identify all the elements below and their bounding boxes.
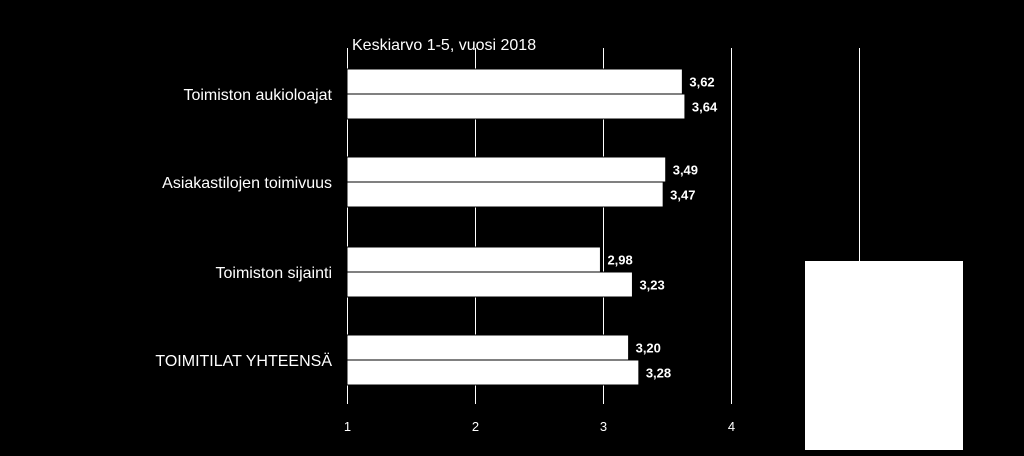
legend [805, 48, 963, 450]
data-label: 3,49 [673, 163, 698, 178]
bar [346, 68, 683, 95]
x-tick-label: 3 [600, 419, 607, 434]
bar [346, 359, 640, 386]
x-tick-label: 1 [344, 419, 351, 434]
legend-box [805, 261, 963, 450]
x-tick-label: 4 [728, 419, 735, 434]
bar [346, 271, 633, 298]
bar [346, 334, 630, 361]
data-label: 2,98 [607, 253, 632, 268]
bar [346, 93, 686, 120]
bars [346, 68, 686, 386]
category-label: TOIMITILAT YHTEENSÄ [155, 352, 332, 370]
category-label: Toimiston aukioloajat [183, 87, 332, 104]
labels: 1 2 3 4 3,62 3,64 Toimiston aukioloajat 3,49 3,4… [155, 75, 735, 435]
data-label: 3,20 [636, 341, 661, 356]
bar [346, 156, 667, 183]
category-label: Toimiston sijainti [216, 265, 332, 282]
data-label: 3,64 [692, 100, 718, 115]
bar [346, 246, 601, 273]
chart-title: Keskiarvo 1-5, vuosi 2018 [352, 37, 536, 54]
bar [346, 181, 664, 208]
data-label: 3,23 [639, 278, 664, 293]
x-tick-label: 2 [472, 419, 479, 434]
category-label: Asiakastilojen toimivuus [162, 175, 332, 192]
data-label: 3,47 [670, 188, 695, 203]
data-label: 3,28 [646, 366, 671, 381]
data-label: 3,62 [689, 75, 714, 90]
